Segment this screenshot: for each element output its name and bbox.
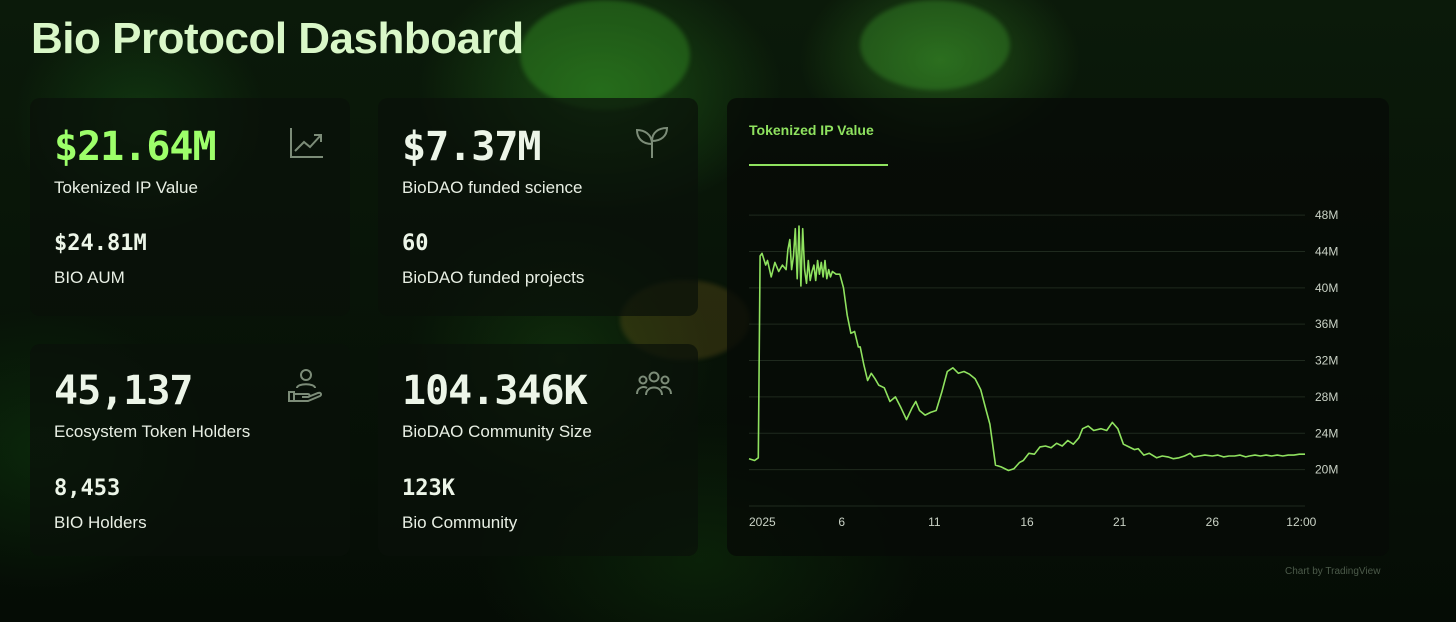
bio-holders-value: 8,453 [54, 476, 121, 501]
series-line [748, 225, 1305, 472]
y-tick-label: 28M [1315, 390, 1338, 404]
x-tick-label: 16 [1020, 515, 1034, 529]
x-tick-label: 11 [928, 515, 941, 529]
bio-community-value: 123K [402, 476, 455, 501]
tokenized-ip-value: $21.64M [54, 124, 217, 170]
bio-aum-label: BIO AUM [54, 268, 125, 287]
y-tick-label: 32M [1315, 354, 1338, 368]
x-tick-label: 2025 [749, 515, 776, 529]
chart-card: Tokenized IP Value 20M 24M 28M 32M 36M 40M 44M… [727, 98, 1389, 556]
background-blob [860, 0, 1010, 90]
y-tick-label: 36M [1315, 317, 1338, 331]
biodao-science-value: $7.37M [402, 124, 541, 170]
ecosystem-holders-value: 45,137 [54, 368, 193, 414]
stat-card-biodao-community: 104.346K BioDAO Community Size 123K Bio … [378, 344, 698, 556]
bio-community-label: Bio Community [402, 513, 518, 532]
bio-holders-label: BIO Holders [54, 513, 147, 532]
chart-tab-tokenized-ip[interactable]: Tokenized IP Value [749, 122, 874, 138]
sprout-icon [635, 126, 669, 158]
biodao-projects-value: 60 [402, 231, 429, 256]
chart-tab-underline [749, 164, 888, 166]
hand-user-icon [288, 369, 323, 402]
x-tick-label: 12:00 [1286, 515, 1316, 529]
x-tick-label: 26 [1206, 515, 1220, 529]
biodao-projects-label: BioDAO funded projects [402, 268, 585, 287]
biodao-community-value: 104.346K [402, 368, 588, 414]
line-chart[interactable]: 20M 24M 28M 32M 36M 40M 44M 48M 2025 6 11 16 21 26 12:… [727, 98, 1389, 556]
x-tick-label: 6 [838, 515, 845, 529]
trending-up-icon [290, 128, 323, 158]
stat-card-ecosystem-holders: 45,137 Ecosystem Token Holders 8,453 BIO… [30, 344, 350, 556]
tokenized-ip-label: Tokenized IP Value [54, 178, 198, 197]
users-group-icon [636, 371, 672, 396]
tradingview-credit[interactable]: Chart by TradingView [1285, 566, 1381, 577]
y-tick-label: 40M [1315, 281, 1338, 295]
bio-aum-value: $24.81M [54, 231, 147, 256]
biodao-community-label: BioDAO Community Size [402, 422, 592, 441]
background-blob [520, 0, 690, 110]
x-tick-label: 21 [1113, 515, 1127, 529]
page-title: Bio Protocol Dashboard [31, 14, 524, 63]
ecosystem-holders-label: Ecosystem Token Holders [54, 422, 251, 441]
y-tick-label: 24M [1315, 426, 1338, 440]
y-tick-label: 44M [1315, 244, 1338, 258]
biodao-science-label: BioDAO funded science [402, 178, 583, 197]
stat-card-tokenized-ip: $21.64M Tokenized IP Value $24.81M BIO A… [30, 98, 350, 316]
y-tick-label: 48M [1315, 208, 1338, 222]
y-tick-label: 20M [1315, 463, 1338, 477]
stat-card-biodao-science: $7.37M BioDAO funded science 60 BioDAO f… [378, 98, 698, 316]
